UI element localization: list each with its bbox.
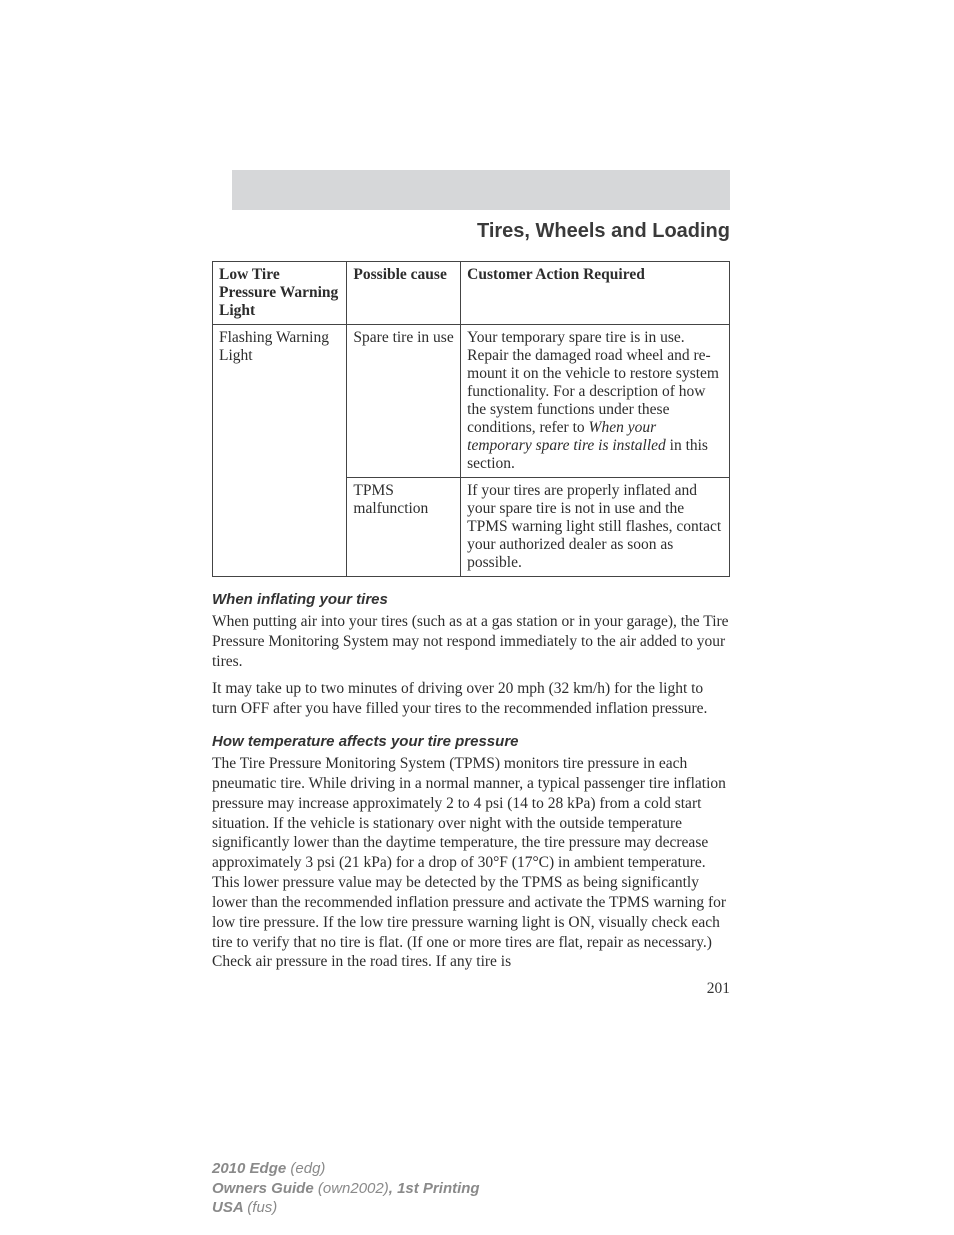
footer-fus: (fus)	[247, 1199, 277, 1216]
subheading-temperature: How temperature affects your tire pressu…	[212, 733, 730, 750]
table-row: Flashing Warning Light Spare tire in use…	[213, 325, 730, 478]
page-number: 201	[212, 980, 730, 998]
cell-warning-light: Flashing Warning Light	[213, 325, 347, 478]
cell-action-spare: Your temporary spare tire is in use. Rep…	[461, 325, 730, 478]
footer-own: (own2002)	[318, 1180, 389, 1197]
cell-cause-tpms: TPMS malfunction	[347, 478, 461, 577]
footer-line: 2010 Edge (edg)	[212, 1159, 480, 1178]
footer-line: USA (fus)	[212, 1198, 480, 1217]
footer-line: Owners Guide (own2002), 1st Printing	[212, 1179, 480, 1198]
tpms-table: Low Tire Pressure Warning Light Possible…	[212, 261, 730, 577]
footer-block: 2010 Edge (edg) Owners Guide (own2002), …	[212, 1159, 480, 1217]
cell-warning-light-cont	[213, 478, 347, 577]
footer-code: (edg)	[290, 1160, 325, 1177]
body-paragraph: The Tire Pressure Monitoring System (TPM…	[212, 754, 730, 972]
footer-model: 2010 Edge	[212, 1160, 290, 1177]
footer-guide: Owners Guide	[212, 1180, 318, 1197]
cell-action-tpms: If your tires are properly inflated and …	[461, 478, 730, 577]
header-customer-action: Customer Action Required	[461, 262, 730, 325]
table-row: TPMS malfunction If your tires are prope…	[213, 478, 730, 577]
body-paragraph: When putting air into your tires (such a…	[212, 612, 730, 671]
body-paragraph: It may take up to two minutes of driving…	[212, 679, 730, 719]
page-content: Tires, Wheels and Loading Low Tire Press…	[212, 220, 730, 998]
footer-printing: , 1st Printing	[389, 1180, 480, 1197]
subheading-inflating: When inflating your tires	[212, 591, 730, 608]
header-gray-box	[232, 170, 730, 210]
footer-region: USA	[212, 1199, 247, 1216]
header-warning-light: Low Tire Pressure Warning Light	[213, 262, 347, 325]
header-possible-cause: Possible cause	[347, 262, 461, 325]
table-header-row: Low Tire Pressure Warning Light Possible…	[213, 262, 730, 325]
page-title: Tires, Wheels and Loading	[212, 220, 730, 243]
cell-cause-spare: Spare tire in use	[347, 325, 461, 478]
